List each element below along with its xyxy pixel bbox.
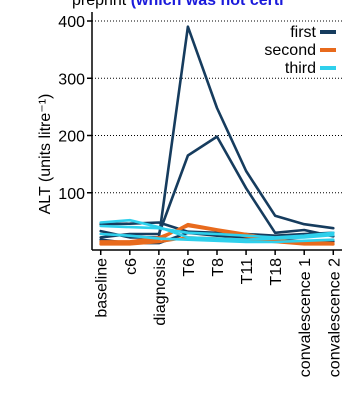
y-tick-label: 200	[58, 129, 85, 146]
x-tick-label: convalescence 2	[326, 258, 343, 377]
x-tick-label: T18	[268, 258, 285, 286]
x-tick-label: T6	[181, 258, 198, 277]
legend-label-third: third	[285, 60, 316, 77]
x-tick-label: T11	[239, 258, 256, 284]
header-prefix: preprint	[72, 0, 131, 9]
series-line-third	[99, 224, 335, 239]
x-tick-label: convalescence 1	[297, 258, 314, 377]
y-tick-label: 300	[58, 71, 85, 88]
header-text: preprint (which was not certi	[72, 0, 284, 9]
y-axis-label: ALT (units litre⁻¹)	[37, 94, 54, 215]
series-line-first	[99, 135, 335, 239]
x-tick-label: diagnosis	[152, 258, 169, 326]
legend-label-first: first	[290, 24, 316, 41]
axes: 100 200 300 400 baseline c6 diagnosis T6 T8 T11 T1…	[58, 12, 343, 377]
x-tick-label: baseline	[94, 258, 111, 318]
legend-label-second: second	[264, 42, 316, 59]
y-tick-label: 400	[58, 14, 85, 31]
x-tick-label: T8	[210, 258, 227, 277]
series-line-third	[99, 218, 335, 241]
y-tick-label: 100	[58, 186, 85, 203]
x-tick-label: c6	[123, 258, 140, 275]
series-line-third	[99, 232, 335, 244]
header-note: (which was not certi	[131, 0, 284, 9]
series-lines	[99, 25, 335, 246]
